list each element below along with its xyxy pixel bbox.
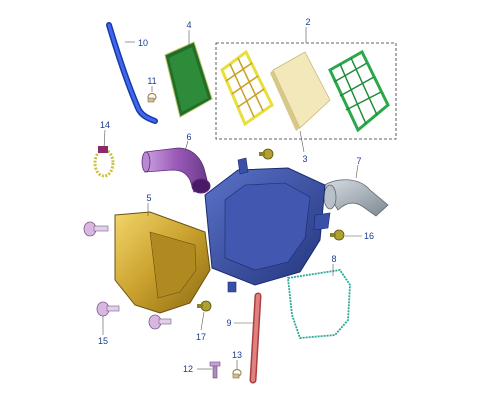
part-14-strap[interactable] — [93, 146, 115, 178]
part-3-filter-element[interactable] — [270, 51, 331, 131]
callout-5: 5 — [146, 193, 151, 203]
callout-2: 2 — [305, 17, 310, 27]
part-13-clip[interactable] — [232, 368, 242, 379]
callout-9: 9 — [226, 318, 231, 328]
callout-7: 7 — [356, 156, 361, 166]
callout-6: 6 — [186, 132, 191, 142]
part-15-screw-a[interactable] — [83, 221, 109, 237]
callout-3: 3 — [302, 154, 307, 164]
part-15-screw-c[interactable] — [148, 314, 172, 330]
callout-12: 12 — [183, 364, 193, 374]
callout-8: 8 — [331, 254, 336, 264]
callout-13: 13 — [232, 350, 242, 360]
airbox-housing-blue[interactable] — [204, 157, 331, 293]
callout-15: 15 — [98, 336, 108, 346]
callout-17: 17 — [196, 332, 206, 342]
callout-16: 16 — [364, 231, 374, 241]
part-17-bolt[interactable] — [197, 300, 212, 312]
part-12-small-bolt[interactable] — [209, 361, 221, 379]
part-2-green-grid[interactable] — [328, 49, 390, 133]
part-16-bolt[interactable] — [330, 229, 345, 241]
part-8-gasket[interactable] — [287, 269, 351, 339]
part-7-silver-duct[interactable] — [322, 179, 389, 217]
callout-4: 4 — [186, 20, 191, 30]
part-4-filter-plate[interactable] — [164, 41, 213, 118]
callout-10: 10 — [138, 38, 148, 48]
part-6-intake-duct[interactable] — [141, 147, 211, 194]
part-2-yellow-grid[interactable] — [220, 49, 274, 127]
part-15-screw-b[interactable] — [96, 301, 120, 317]
part-10-blue-hose[interactable] — [106, 22, 158, 124]
part-3-screw-upper[interactable] — [259, 148, 274, 160]
part-11-clamp[interactable] — [147, 92, 157, 103]
part-5-lower-housing[interactable] — [114, 211, 211, 314]
part-9-red-pipe[interactable] — [249, 292, 262, 384]
leader-lines — [102, 27, 362, 370]
callout-14: 14 — [100, 120, 110, 130]
callout-11: 11 — [147, 76, 156, 86]
